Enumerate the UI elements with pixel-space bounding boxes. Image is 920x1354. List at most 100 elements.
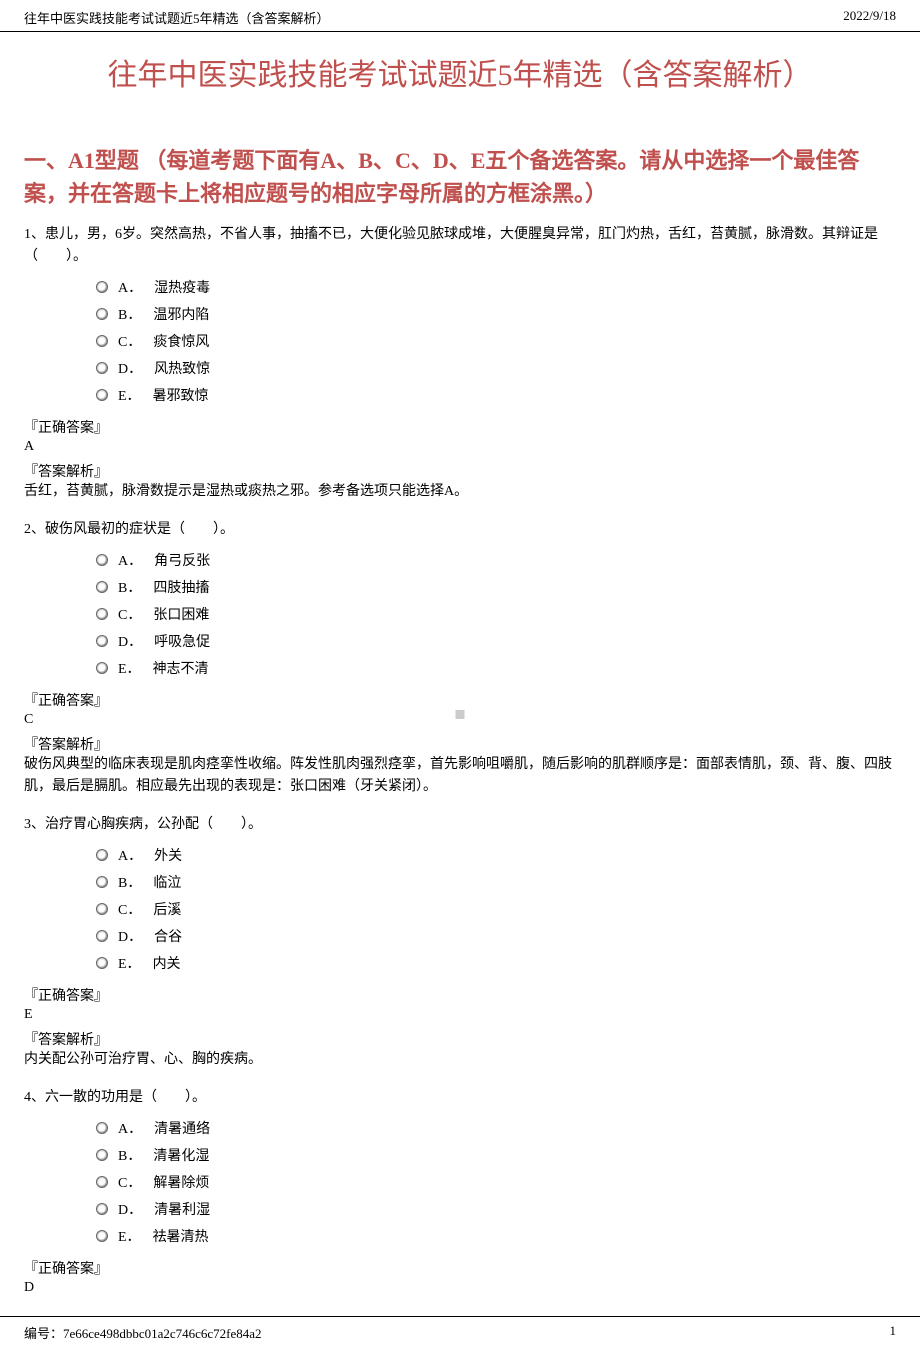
radio-icon[interactable] [96, 581, 108, 593]
radio-icon[interactable] [96, 554, 108, 566]
option-label: E． [118, 385, 141, 405]
option-text: 合谷 [154, 926, 182, 946]
analysis-text: 破伤风典型的临床表现是肌肉痉挛性收缩。阵发性肌肉强烈痉挛，首先影响咀嚼肌，随后影… [24, 754, 896, 799]
option-row[interactable]: E． 暑邪致惊 [96, 385, 896, 405]
question-block: 2、破伤风最初的症状是（ ）。A．角弓反张B．四肢抽搐C．张口困难D．呼吸急促E… [24, 519, 896, 798]
answer-label: 『正确答案』 [24, 1258, 896, 1278]
option-text: 祛暑清热 [153, 1226, 209, 1246]
radio-icon[interactable] [96, 1149, 108, 1161]
analysis-label: 『答案解析』 [24, 461, 896, 481]
radio-icon[interactable] [96, 308, 108, 320]
option-row[interactable]: A． 外关 [96, 845, 896, 865]
radio-icon[interactable] [96, 1176, 108, 1188]
option-text: 神志不清 [153, 658, 209, 678]
options-list: A．清暑通络 B． 清暑化湿 C．解暑除烦 D．清暑利湿 E． 祛暑清热 [24, 1118, 896, 1246]
option-row[interactable]: D． 合谷 [96, 926, 896, 946]
radio-icon[interactable] [96, 849, 108, 861]
option-row[interactable]: A．角弓反张 [96, 550, 896, 570]
analysis-text: 舌红，苔黄腻，脉滑数提示是湿热或痰热之邪。参考备选项只能选择A。 [24, 481, 896, 503]
radio-icon[interactable] [96, 1230, 108, 1242]
option-label: D． [118, 1199, 142, 1219]
radio-icon[interactable] [96, 281, 108, 293]
option-label: A． [118, 277, 142, 297]
option-row[interactable]: C． 后溪 [96, 899, 896, 919]
option-label: E． [118, 953, 141, 973]
answer-value: D [24, 1280, 896, 1296]
option-row[interactable]: D．清暑利湿 [96, 1199, 896, 1219]
section-title: 一、A1型题 （每道考题下面有A、B、C、D、E五个备选答案。请从中选择一个最佳… [0, 144, 920, 224]
option-label: C． [118, 1172, 141, 1192]
option-row[interactable]: A．清暑通络 [96, 1118, 896, 1138]
page-header: 往年中医实践技能考试试题近5年精选（含答案解析） 2022/9/18 [0, 0, 920, 32]
option-row[interactable]: E． 内关 [96, 953, 896, 973]
option-text: 临泣 [153, 872, 181, 892]
option-label: B． [118, 872, 141, 892]
option-row[interactable]: D．呼吸急促 [96, 631, 896, 651]
answer-value: A [24, 439, 896, 455]
answer-value: E [24, 1007, 896, 1023]
option-row[interactable]: B． 临泣 [96, 872, 896, 892]
radio-icon[interactable] [96, 1122, 108, 1134]
answer-label: 『正确答案』 [24, 417, 896, 437]
option-text: 暑邪致惊 [153, 385, 209, 405]
radio-icon[interactable] [96, 957, 108, 969]
footer-code: 7e66ce498dbbc01a2c746c6c72fe84a2 [63, 1326, 262, 1341]
analysis-label: 『答案解析』 [24, 734, 896, 754]
radio-icon[interactable] [96, 362, 108, 374]
footer-left: 编号：7e66ce498dbbc01a2c746c6c72fe84a2 [24, 1323, 262, 1342]
question-text: 4、六一散的功用是（ ）。 [24, 1087, 896, 1109]
radio-icon[interactable] [96, 876, 108, 888]
option-label: C． [118, 331, 141, 351]
option-row[interactable]: B． 温邪内陷 [96, 304, 896, 324]
option-label: B． [118, 304, 141, 324]
option-text: 清暑化湿 [153, 1145, 209, 1165]
option-row[interactable]: C．解暑除烦 [96, 1172, 896, 1192]
radio-icon[interactable] [96, 662, 108, 674]
option-text: 痰食惊风 [153, 331, 209, 351]
option-text: 四肢抽搐 [153, 577, 209, 597]
analysis-text: 内关配公孙可治疗胃、心、胸的疾病。 [24, 1049, 896, 1071]
question-block: 1、患儿，男，6岁。突然高热，不省人事，抽搐不已，大便化验见脓球成堆，大便腥臭异… [24, 224, 896, 503]
footer-prefix: 编号： [24, 1326, 63, 1341]
question-block: 4、六一散的功用是（ ）。 A．清暑通络 B． 清暑化湿 C．解暑除烦 D．清暑利湿 E． 祛… [24, 1087, 896, 1295]
radio-icon[interactable] [96, 930, 108, 942]
option-row[interactable]: E． 祛暑清热 [96, 1226, 896, 1246]
radio-icon[interactable] [96, 608, 108, 620]
option-row[interactable]: B． 清暑化湿 [96, 1145, 896, 1165]
option-label: D． [118, 926, 142, 946]
option-text: 外关 [154, 845, 182, 865]
option-label: A． [118, 845, 142, 865]
option-text: 湿热疫毒 [154, 277, 210, 297]
option-label: E． [118, 658, 141, 678]
radio-icon[interactable] [96, 389, 108, 401]
radio-icon[interactable] [96, 635, 108, 647]
radio-icon[interactable] [96, 335, 108, 347]
header-date: 2022/9/18 [843, 8, 896, 27]
option-text: 后溪 [153, 899, 181, 919]
option-row[interactable]: D．风热致惊 [96, 358, 896, 378]
page-number: 1 [890, 1323, 897, 1342]
content-area: 1、患儿，男，6岁。突然高热，不省人事，抽搐不已，大便化验见脓球成堆，大便腥臭异… [0, 224, 920, 1296]
radio-icon[interactable] [96, 1203, 108, 1215]
option-text: 温邪内陷 [153, 304, 209, 324]
answer-label: 『正确答案』 [24, 690, 896, 710]
page-footer: 编号：7e66ce498dbbc01a2c746c6c72fe84a2 1 [0, 1316, 920, 1354]
option-text: 内关 [153, 953, 181, 973]
option-row[interactable]: C． 痰食惊风 [96, 331, 896, 351]
options-list: A． 外关 B． 临泣 C． 后溪 D． 合谷 E． 内关 [24, 845, 896, 973]
option-text: 张口困难 [153, 604, 209, 624]
option-row[interactable]: A． 湿热疫毒 [96, 277, 896, 297]
question-text: 3、治疗胃心胸疾病，公孙配（ ）。 [24, 814, 896, 836]
option-row[interactable]: E． 神志不清 [96, 658, 896, 678]
question-text: 1、患儿，男，6岁。突然高热，不省人事，抽搐不已，大便化验见脓球成堆，大便腥臭异… [24, 224, 896, 269]
option-text: 呼吸急促 [154, 631, 210, 651]
option-row[interactable]: C． 张口困难 [96, 604, 896, 624]
option-label: C． [118, 899, 141, 919]
option-label: C． [118, 604, 141, 624]
options-list: A．角弓反张 B．四肢抽搐 C． 张口困难 D．呼吸急促 E． 神志不清 [24, 550, 896, 678]
option-label: B． [118, 1145, 141, 1165]
option-label: E． [118, 1226, 141, 1246]
radio-icon[interactable] [96, 903, 108, 915]
option-row[interactable]: B．四肢抽搐 [96, 577, 896, 597]
header-left: 往年中医实践技能考试试题近5年精选（含答案解析） [24, 8, 330, 27]
